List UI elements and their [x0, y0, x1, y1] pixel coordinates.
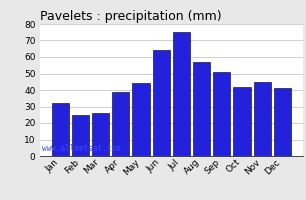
Bar	[153, 50, 170, 156]
Bar	[213, 72, 230, 156]
Bar	[92, 113, 109, 156]
Bar	[193, 62, 210, 156]
Bar	[132, 83, 150, 156]
Bar	[233, 87, 251, 156]
Bar	[254, 82, 271, 156]
Bar	[72, 115, 89, 156]
Bar	[52, 103, 69, 156]
Bar	[173, 32, 190, 156]
Bar	[112, 92, 129, 156]
Text: www.allmetsat.com: www.allmetsat.com	[43, 144, 121, 153]
Bar	[274, 88, 291, 156]
Text: Pavelets : precipitation (mm): Pavelets : precipitation (mm)	[40, 10, 222, 23]
